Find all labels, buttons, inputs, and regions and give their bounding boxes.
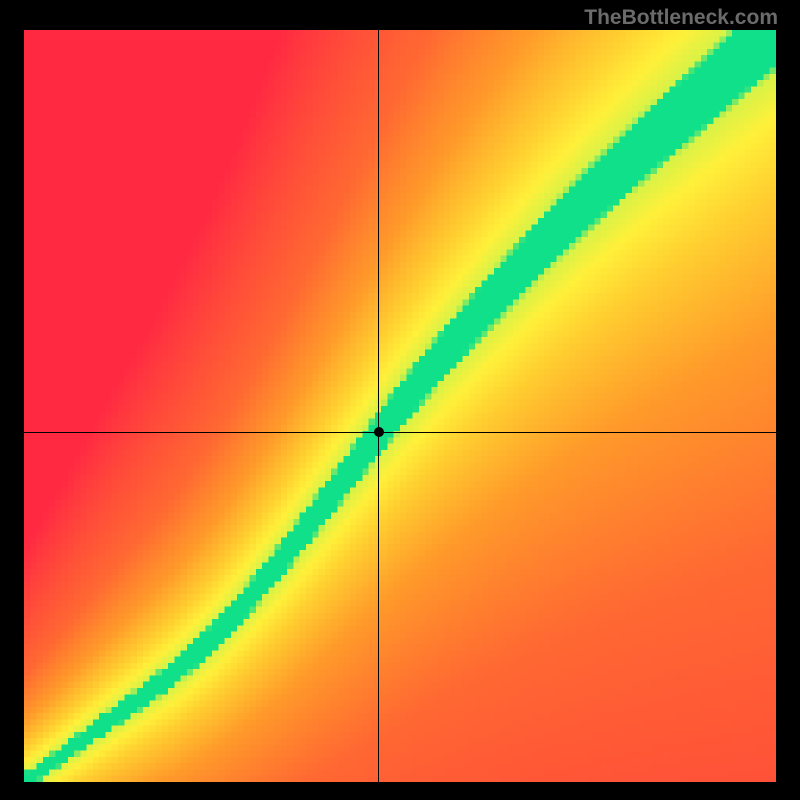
crosshair-horizontal xyxy=(24,432,776,433)
attribution-text: TheBottleneck.com xyxy=(584,6,778,30)
chart-container: TheBottleneck.com xyxy=(0,0,800,800)
crosshair-vertical xyxy=(378,30,379,782)
plot-area xyxy=(24,30,776,782)
bottleneck-heatmap xyxy=(24,30,776,782)
